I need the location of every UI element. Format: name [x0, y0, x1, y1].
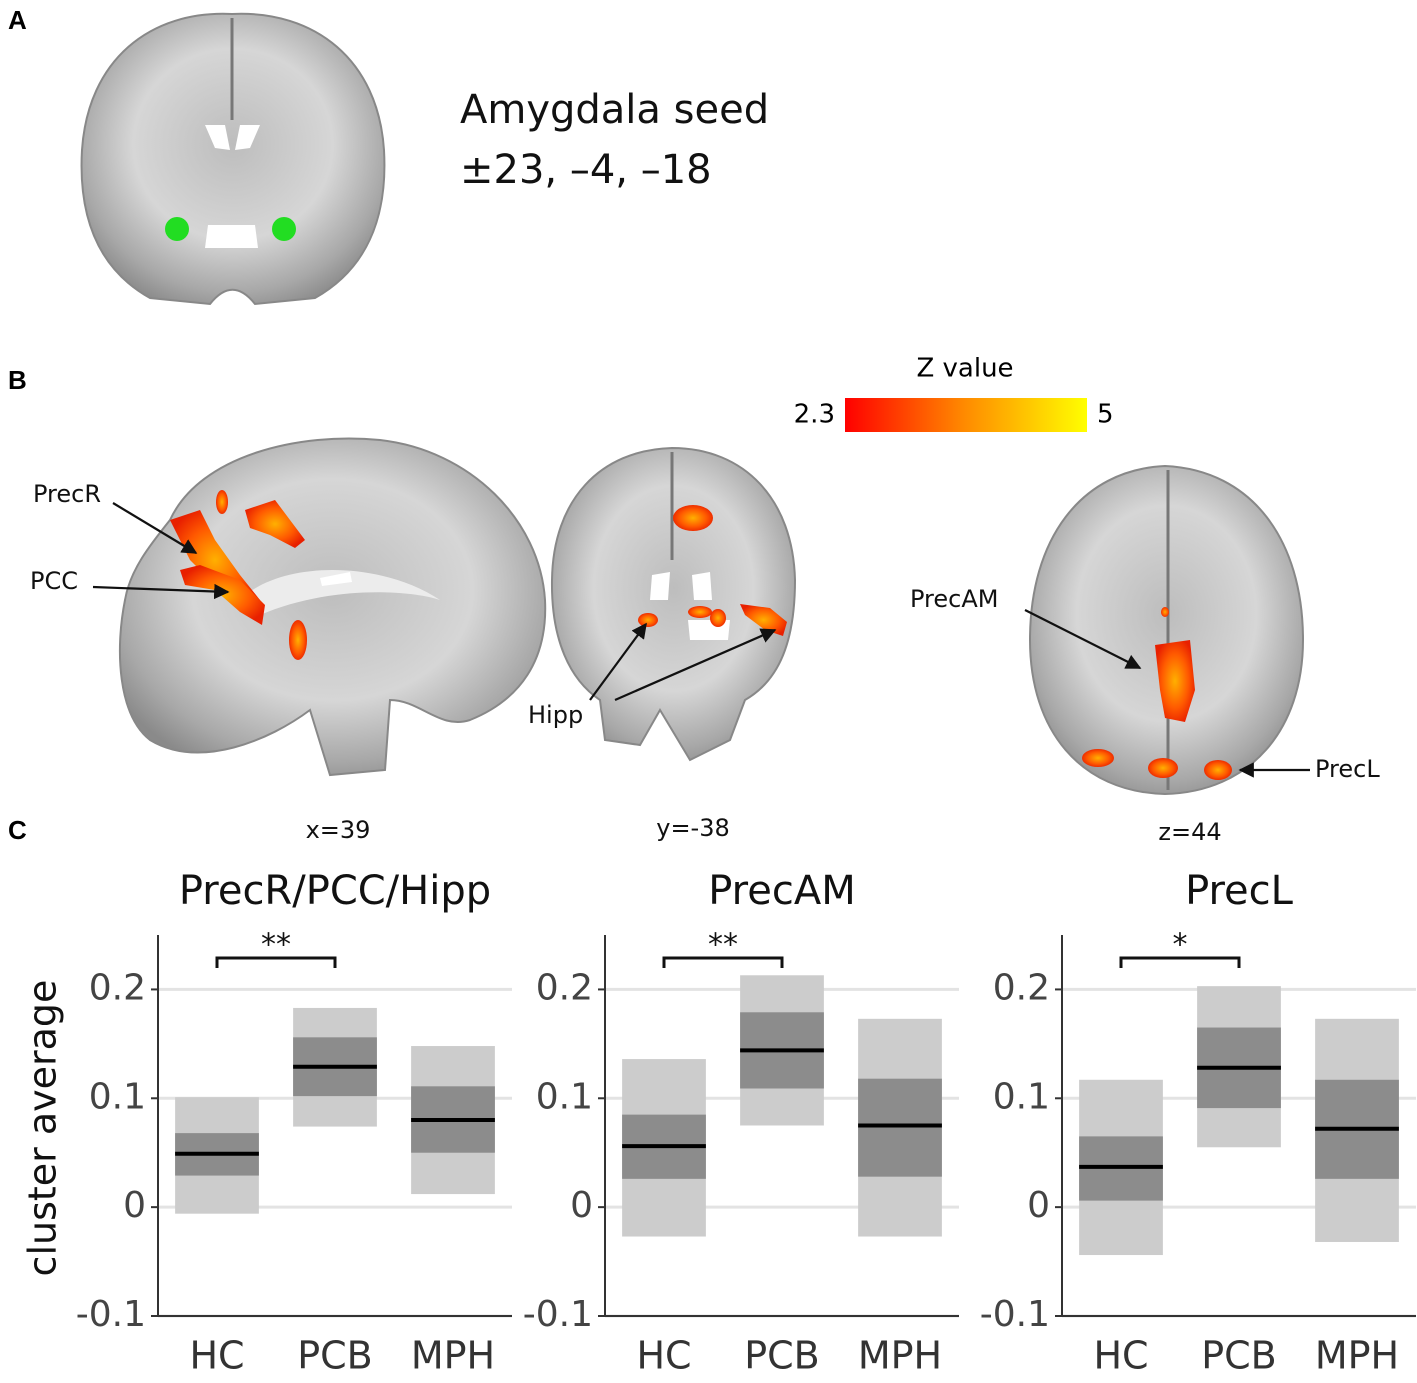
y-tick-label: 0.2 — [536, 967, 593, 1008]
panel-letter: A — [8, 5, 27, 35]
y-tick-label: 0 — [1027, 1185, 1050, 1226]
y-tick-label: -0.1 — [523, 1294, 593, 1335]
x-tick-label: PCB — [744, 1334, 820, 1378]
x-tick-label: HC — [1093, 1334, 1148, 1378]
x-tick-label: PCB — [297, 1334, 373, 1378]
colorbar — [845, 398, 1087, 432]
arrow — [112, 502, 198, 554]
x-tick-label: HC — [189, 1334, 244, 1378]
axial-brain — [1028, 464, 1305, 796]
panel-letter: B — [8, 365, 27, 395]
significance-label: * — [1173, 928, 1188, 963]
y-tick-label: 0.1 — [89, 1076, 146, 1117]
significance-label: ** — [261, 928, 291, 963]
x-tick-label: MPH — [1315, 1334, 1399, 1378]
y-tick-label: 0.2 — [89, 967, 146, 1008]
slice-coordinate: y=-38 — [656, 814, 730, 842]
colorbar-max: 5 — [1097, 400, 1114, 430]
y-tick-label: 0.1 — [993, 1076, 1050, 1117]
x-tick-label: HC — [636, 1334, 691, 1378]
region-label: PrecAM — [910, 585, 998, 613]
chart-title: PrecR/PCC/Hipp — [179, 868, 491, 914]
y-tick-label: 0.1 — [536, 1076, 593, 1117]
y-tick-label: 0 — [123, 1185, 146, 1226]
y-tick-label: 0 — [570, 1185, 593, 1226]
chart-title: PrecL — [1185, 868, 1294, 914]
region-label: PrecL — [1315, 755, 1380, 783]
arrow — [614, 628, 777, 702]
charts: -0.1 0 0.1 0.2 PrecR/PCC/Hipp cluster average… — [21, 868, 1416, 1378]
colorbar-min: 2.3 — [794, 400, 835, 430]
colorbar-label: Z value — [916, 354, 1013, 384]
seed-title: Amygdala seed — [460, 87, 769, 133]
significance-bracket — [1119, 956, 1241, 968]
chart-title: PrecAM — [708, 868, 855, 914]
region-label: PCC — [30, 567, 78, 595]
arrow — [1024, 609, 1142, 669]
x-tick-label: MPH — [411, 1334, 495, 1378]
y-axis-label: cluster average — [21, 980, 65, 1277]
sagittal-brain — [118, 437, 547, 777]
slice-coordinate: x=39 — [306, 816, 371, 844]
y-tick-label: -0.1 — [980, 1294, 1050, 1335]
significance-label: ** — [708, 928, 738, 963]
panel-letter: C — [8, 815, 27, 845]
coronal-brain-b — [550, 446, 797, 762]
y-tick-label: 0.2 — [993, 967, 1050, 1008]
arrow — [589, 622, 647, 701]
significance-bracket — [662, 956, 784, 968]
significance-bracket — [215, 956, 337, 968]
slice-coordinate: z=44 — [1158, 818, 1221, 846]
region-label: Hipp — [528, 701, 583, 729]
x-tick-label: PCB — [1201, 1334, 1277, 1378]
arrow — [92, 583, 230, 600]
region-label: PrecR — [33, 480, 101, 508]
x-tick-label: MPH — [858, 1334, 942, 1378]
coronal-brain-a — [80, 12, 386, 306]
y-tick-label: -0.1 — [76, 1294, 146, 1335]
inner-interval — [858, 1078, 942, 1177]
seed-coords: ±23, –4, –18 — [460, 147, 712, 193]
